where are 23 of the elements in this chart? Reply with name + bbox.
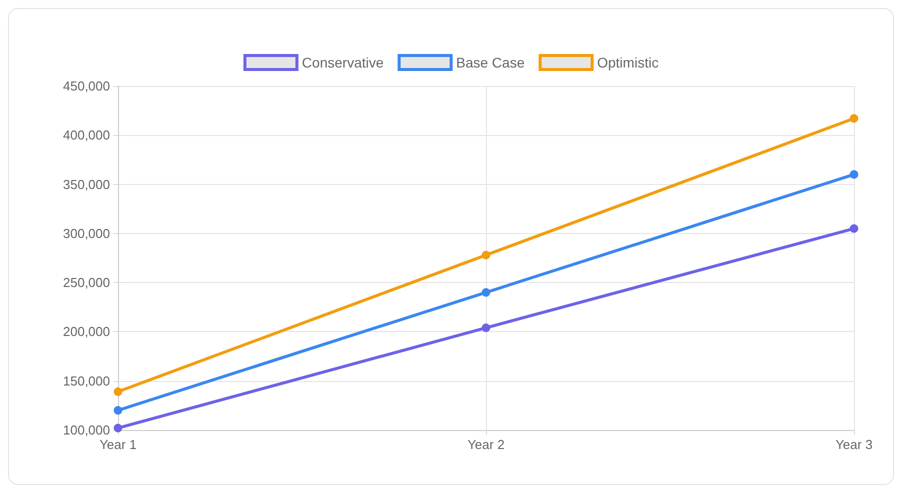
x-tick-label: Year 3: [835, 437, 873, 452]
y-tick-label: 450,000: [63, 78, 110, 94]
y-tick-label: 300,000: [63, 226, 110, 241]
y-tick-label: 350,000: [63, 176, 110, 192]
y-tick-label: 400,000: [63, 128, 110, 143]
y-tick-label: 200,000: [63, 324, 110, 340]
point: [114, 387, 122, 396]
point: [482, 250, 490, 260]
y-tick-label: 150,000: [63, 373, 110, 388]
y-tick-label: 250,000: [63, 275, 110, 290]
y-tick-label: 100,000: [63, 422, 110, 438]
point: [114, 424, 122, 432]
point: [850, 224, 858, 233]
point: [850, 114, 858, 123]
point: [482, 324, 490, 332]
point: [482, 288, 490, 297]
x-tick-label: Year 2: [467, 437, 505, 452]
point: [114, 406, 122, 415]
legend-label: Conservative: [302, 54, 384, 70]
legend-label: Optimistic: [597, 54, 659, 70]
point: [850, 170, 858, 179]
legend-label: Base Case: [456, 54, 525, 70]
x-tick-label: Year 1: [99, 437, 137, 452]
